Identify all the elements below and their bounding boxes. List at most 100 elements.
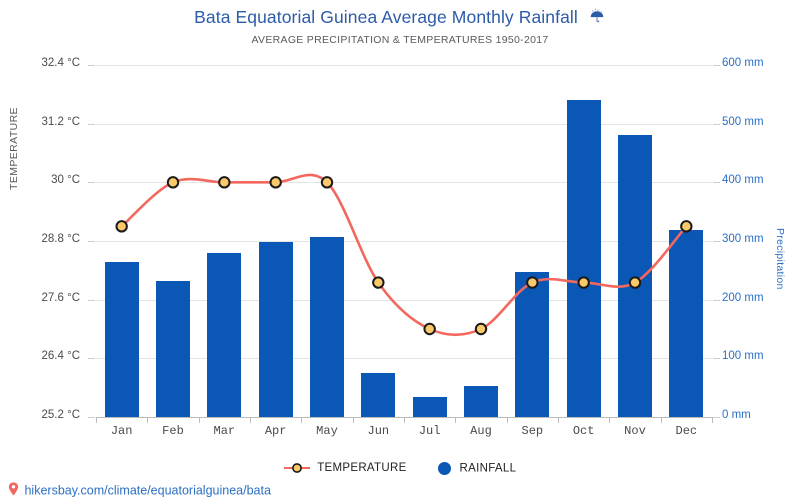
x-axis-tick <box>558 417 559 423</box>
bar-may <box>310 237 344 417</box>
temperature-marker-jul[interactable] <box>423 322 436 336</box>
axis-tick <box>88 358 95 359</box>
plot-area <box>88 65 720 423</box>
axis-tick <box>713 241 720 242</box>
chart-legend: TEMPERATURE RAINFALL <box>0 462 800 475</box>
bar-mar <box>207 252 242 417</box>
filled-circle-icon <box>438 462 452 475</box>
right-axis-tick-label: 500 mm <box>722 116 764 128</box>
gridline <box>96 182 712 183</box>
x-axis-label-mar: Mar <box>213 424 236 438</box>
x-axis-tick <box>199 417 200 423</box>
legend-label-temperature: TEMPERATURE <box>317 462 407 475</box>
right-axis-tick-label: 100 mm <box>722 350 764 362</box>
right-axis-tick-label: 300 mm <box>722 233 764 245</box>
line-marker-icon <box>283 462 310 474</box>
x-axis-tick <box>712 417 713 423</box>
legend-label-rainfall: RAINFALL <box>459 462 517 475</box>
legend-item-temperature[interactable]: TEMPERATURE <box>283 462 407 475</box>
left-axis-tick-label: 27.6 °C <box>41 292 80 304</box>
x-axis-label-nov: Nov <box>624 424 646 438</box>
temperature-marker-mar[interactable] <box>218 176 231 189</box>
bar-oct <box>566 100 601 417</box>
x-axis-label-dec: Dec <box>675 424 698 438</box>
x-axis-tick <box>96 417 97 423</box>
right-axis-tick-label: 600 mm <box>722 57 764 69</box>
left-axis-tick-label: 31.2 °C <box>41 116 80 128</box>
umbrella-rain-icon <box>588 8 606 26</box>
axis-tick <box>88 65 95 66</box>
temperature-marker-nov[interactable] <box>628 276 642 289</box>
gridline <box>96 65 712 66</box>
right-axis-tick-label: 200 mm <box>722 292 764 304</box>
temperature-marker-jun[interactable] <box>372 276 385 289</box>
bar-jun <box>361 373 396 417</box>
axis-tick <box>88 124 95 125</box>
axis-tick <box>713 358 720 359</box>
right-axis-title: Precipitation <box>774 228 786 290</box>
x-axis-label-apr: Apr <box>264 424 287 438</box>
axis-tick <box>713 300 720 301</box>
x-axis-label-jul: Jul <box>418 424 441 438</box>
bar-dec <box>669 230 704 417</box>
axis-tick <box>713 417 720 418</box>
left-axis-tick-label: 26.4 °C <box>41 350 80 362</box>
temperature-marker-apr[interactable] <box>269 176 282 189</box>
x-axis-label-sep: Sep <box>521 424 544 438</box>
x-axis-tick <box>609 417 610 423</box>
axis-tick <box>88 300 95 301</box>
x-axis-tick <box>301 417 302 423</box>
x-axis-label-jun: Jun <box>367 424 390 438</box>
gridline <box>96 241 712 242</box>
temperature-marker-jan[interactable] <box>115 220 128 233</box>
x-axis-tick <box>250 417 251 423</box>
x-axis-label-aug: Aug <box>470 424 492 438</box>
page-title-text: Bata Equatorial Guinea Average Monthly R… <box>194 6 578 27</box>
gridline <box>96 300 712 301</box>
axis-tick <box>88 241 95 242</box>
temperature-marker-sep[interactable] <box>526 276 539 289</box>
temperature-marker-feb[interactable] <box>166 176 180 189</box>
axis-tick <box>713 182 720 183</box>
temperature-marker-oct[interactable] <box>577 276 590 289</box>
temperature-marker-dec[interactable] <box>680 220 693 233</box>
left-axis-tick-label: 30 °C <box>51 174 80 186</box>
right-axis-tick-label: 0 mm <box>722 409 751 421</box>
footer-url: hikersbay.com/climate/equatorialguinea/b… <box>24 483 271 498</box>
bar-jul <box>412 397 447 417</box>
legend-item-rainfall[interactable]: RAINFALL <box>438 462 516 475</box>
location-pin-icon <box>8 482 19 496</box>
x-axis-tick <box>455 417 456 423</box>
left-axis-tick-label: 32.4 °C <box>41 57 80 69</box>
footer-link[interactable]: hikersbay.com/climate/equatorialguinea/b… <box>8 482 271 498</box>
axis-tick <box>88 182 95 183</box>
axis-tick <box>713 124 720 125</box>
bar-feb <box>156 280 190 417</box>
x-axis-tick <box>353 417 354 423</box>
x-axis-label-oct: Oct <box>572 424 595 438</box>
bar-nov <box>618 135 652 417</box>
gridline <box>96 124 712 125</box>
temperature-marker-may[interactable] <box>320 176 334 189</box>
page-title: Bata Equatorial Guinea Average Monthly R… <box>0 6 800 28</box>
temperature-line <box>115 173 693 337</box>
x-axis-label-may: May <box>316 424 338 438</box>
bar-aug <box>464 386 498 417</box>
x-axis-tick <box>507 417 508 423</box>
gridline <box>96 358 712 359</box>
left-axis-tick-label: 28.8 °C <box>41 233 80 245</box>
temperature-line-path <box>120 173 688 337</box>
x-axis-tick <box>147 417 148 423</box>
x-axis-label-feb: Feb <box>162 424 184 438</box>
x-axis-tick <box>661 417 662 423</box>
bar-jan <box>104 262 139 417</box>
axis-tick <box>88 417 95 418</box>
right-axis-tick-label: 400 mm <box>722 174 764 186</box>
x-axis-tick <box>404 417 405 423</box>
page-subtitle: AVERAGE PRECIPITATION & TEMPERATURES 195… <box>251 34 549 46</box>
temperature-marker-aug[interactable] <box>474 322 488 336</box>
left-axis-tick-label: 25.2 °C <box>41 409 80 421</box>
bar-sep <box>515 271 550 417</box>
axis-tick <box>713 65 720 66</box>
